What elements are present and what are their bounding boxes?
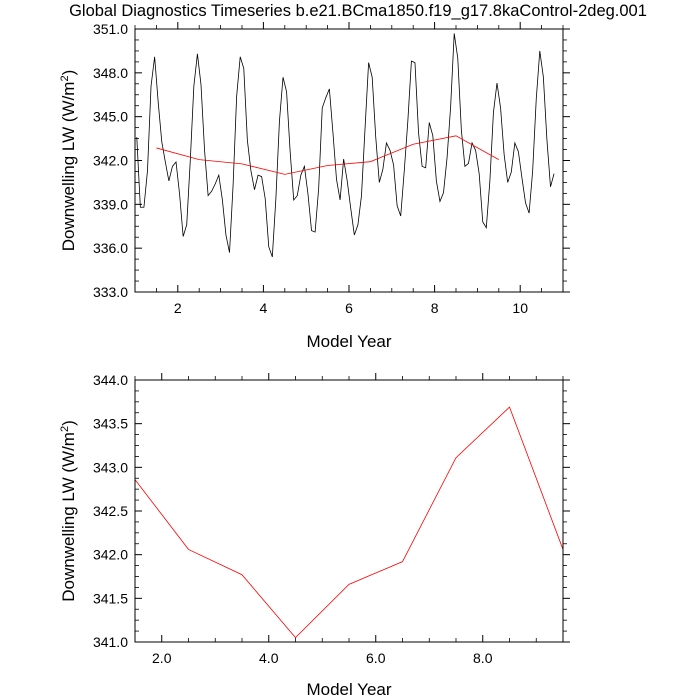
plot-frame [134, 379, 564, 643]
y-tick-label: 348.0 [93, 65, 128, 81]
top-panel: 2 4 6 8 10 333.0 336.0 339.0 342.0 345.0 348.0 351.… [59, 21, 570, 351]
x-tick-label: 6 [345, 300, 353, 316]
x-tick-label: 6.0 [366, 650, 386, 666]
y-tick-label: 342.5 [93, 503, 128, 519]
y-tick-label: 343.5 [93, 416, 128, 432]
y-tick-label: 341.0 [93, 634, 128, 650]
bottom-panel: 2.0 4.0 6.0 8.0 341.0 341.5 342.0 342.5 343.0 343… [59, 372, 570, 699]
y-tick-label: 336.0 [93, 240, 128, 256]
x-tick-label: 2.0 [152, 650, 172, 666]
series-line-annual-mean [156, 135, 499, 175]
x-tick-label: 2 [174, 300, 182, 316]
y-tick-label: 342.0 [93, 153, 128, 169]
y-tick-label: 333.0 [93, 284, 128, 300]
y-tick-label: 345.0 [93, 109, 128, 125]
y-axis-title: Downwelling LW (W/m2) [59, 70, 78, 252]
x-tick-label: 8 [431, 300, 439, 316]
y-tick-label: 339.0 [93, 196, 128, 212]
y-axis-title: Downwelling LW (W/m2) [59, 420, 78, 602]
series-line-monthly [136, 33, 555, 258]
x-axis-title: Model Year [306, 332, 391, 351]
x-tick-label: 4.0 [259, 650, 279, 666]
series-line-annual-mean [135, 406, 563, 639]
y-tick-label: 351.0 [93, 21, 128, 37]
y-tick-label: 343.0 [93, 459, 128, 475]
x-tick-label: 8.0 [473, 650, 493, 666]
x-tick-label: 4 [260, 300, 268, 316]
y-tick-label: 342.0 [93, 547, 128, 563]
y-tick-label: 341.5 [93, 590, 128, 606]
y-tick-label: 344.0 [93, 372, 128, 388]
chart-title: Global Diagnostics Timeseries b.e21.BCma… [69, 2, 647, 20]
x-axis-title: Model Year [306, 680, 391, 699]
x-tick-label: 10 [512, 300, 528, 316]
